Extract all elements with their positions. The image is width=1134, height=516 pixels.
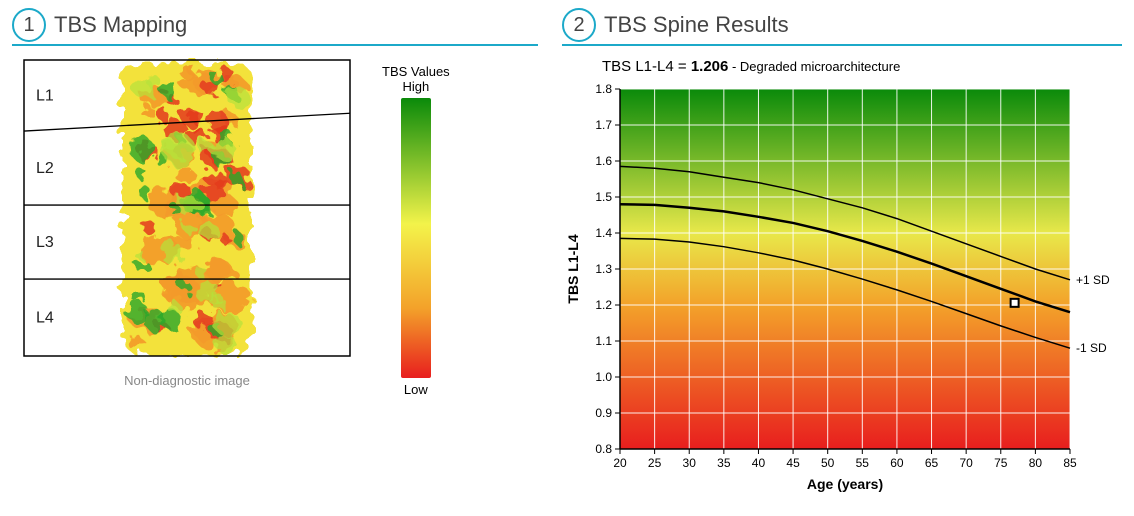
svg-text:0.9: 0.9 [595, 406, 612, 420]
spine-caption: Non-diagnostic image [22, 373, 352, 388]
curve-label: -1 SD [1076, 341, 1107, 355]
svg-text:45: 45 [786, 456, 800, 470]
svg-text:0.8: 0.8 [595, 442, 612, 456]
svg-text:1.3: 1.3 [595, 262, 612, 276]
svg-text:65: 65 [925, 456, 939, 470]
svg-text:50: 50 [821, 456, 835, 470]
svg-text:1.5: 1.5 [595, 190, 612, 204]
legend-high-label: High [402, 79, 429, 94]
colorbar-legend: TBS Values High Low [382, 64, 450, 397]
svg-text:55: 55 [856, 456, 870, 470]
curve-label: +1 SD [1076, 273, 1110, 287]
svg-text:80: 80 [1029, 456, 1043, 470]
svg-text:1.2: 1.2 [595, 298, 612, 312]
legend-title: TBS Values High [382, 64, 450, 94]
x-axis-label: Age (years) [807, 476, 883, 492]
svg-text:25: 25 [648, 456, 662, 470]
vertebra-label: L2 [36, 160, 54, 177]
reference-chart: 20 25 30 35 40 45 50 55 60 65 70 75 80 85 0.8 0.9 1.0 1.1… [562, 83, 1122, 508]
panel-mapping: 1 TBS Mapping L1 L2 L3 L4 Non-diagnostic im… [12, 8, 538, 397]
colorbar [401, 98, 431, 378]
legend-title-text: TBS Values [382, 64, 450, 79]
legend-low-label: Low [404, 382, 428, 397]
summary-prefix: TBS L1-L4 = [602, 58, 691, 75]
svg-text:20: 20 [613, 456, 627, 470]
panel-title: TBS Spine Results [604, 12, 789, 38]
svg-text:70: 70 [959, 456, 973, 470]
panel-number-badge: 1 [12, 8, 46, 42]
spine-heatmap: L1 L2 L3 L4 Non-diagnostic image [22, 58, 352, 388]
svg-text:40: 40 [752, 456, 766, 470]
svg-text:85: 85 [1063, 456, 1077, 470]
svg-text:1.1: 1.1 [595, 334, 612, 348]
panel-number-badge: 2 [562, 8, 596, 42]
svg-text:1.8: 1.8 [595, 83, 612, 96]
y-axis-label: TBS L1-L4 [565, 234, 581, 303]
panel-header: 1 TBS Mapping [12, 8, 538, 46]
panel-title: TBS Mapping [54, 12, 187, 38]
summary-value: 1.206 [691, 58, 729, 75]
svg-text:75: 75 [994, 456, 1008, 470]
results-summary: TBS L1-L4 = 1.206 - Degraded microarchit… [602, 58, 1122, 75]
svg-text:35: 35 [717, 456, 731, 470]
svg-text:1.0: 1.0 [595, 370, 612, 384]
summary-suffix: - Degraded microarchitecture [728, 59, 900, 74]
svg-text:1.6: 1.6 [595, 154, 612, 168]
svg-text:1.4: 1.4 [595, 226, 612, 240]
svg-text:1.7: 1.7 [595, 118, 612, 132]
svg-text:30: 30 [683, 456, 697, 470]
vertebra-label: L4 [36, 310, 54, 327]
panel-results: 2 TBS Spine Results TBS L1-L4 = 1.206 - … [562, 8, 1122, 508]
vertebra-label: L1 [36, 88, 54, 105]
svg-text:60: 60 [890, 456, 904, 470]
panel-header: 2 TBS Spine Results [562, 8, 1122, 46]
vertebra-label: L3 [36, 234, 54, 251]
